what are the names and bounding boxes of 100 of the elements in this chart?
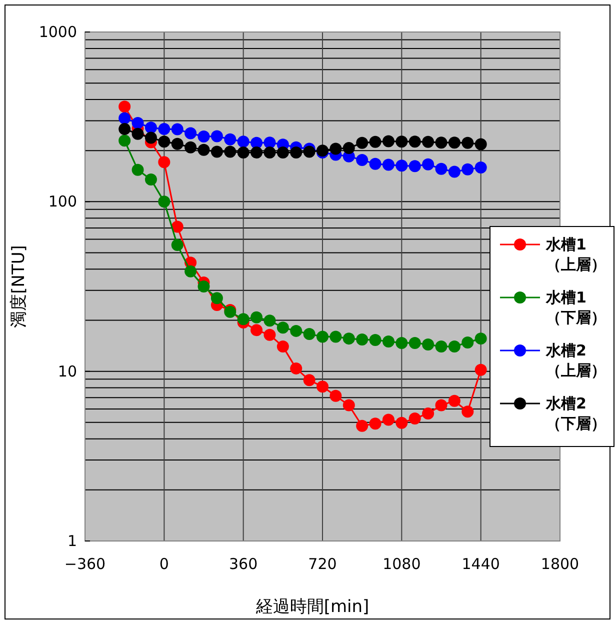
point xyxy=(356,154,368,166)
point xyxy=(237,146,250,158)
point xyxy=(435,399,448,412)
point xyxy=(198,144,210,156)
x-tick-label: 360 xyxy=(229,555,258,573)
x-tick-label: 1080 xyxy=(382,555,421,573)
point xyxy=(144,132,157,144)
y-tick-label: 1000 xyxy=(38,23,77,41)
point xyxy=(435,136,448,149)
point xyxy=(303,328,316,340)
point xyxy=(435,162,448,175)
point xyxy=(474,332,487,345)
x-tick-label: 720 xyxy=(308,555,337,573)
point xyxy=(171,123,184,136)
point xyxy=(132,128,144,140)
point xyxy=(396,416,408,429)
point xyxy=(198,280,210,293)
point xyxy=(382,158,394,171)
x-axis-title: 経過時間[min] xyxy=(254,597,370,617)
point xyxy=(356,334,368,346)
point xyxy=(158,123,170,136)
point xyxy=(224,146,236,158)
point xyxy=(224,133,236,146)
point xyxy=(462,163,474,176)
point xyxy=(276,340,289,353)
point xyxy=(264,136,276,149)
point xyxy=(316,330,328,343)
x-tick-label: 1800 xyxy=(540,555,580,573)
point xyxy=(330,330,342,343)
point xyxy=(369,158,382,170)
point xyxy=(264,328,276,341)
point xyxy=(330,390,342,402)
point xyxy=(408,336,421,349)
point xyxy=(408,160,421,172)
y-tick-label: 10 xyxy=(58,362,77,380)
point xyxy=(210,292,223,304)
point xyxy=(462,336,474,348)
y-tick-label: 1 xyxy=(67,532,77,550)
point xyxy=(356,136,368,149)
point xyxy=(132,116,144,129)
point xyxy=(316,380,328,393)
point xyxy=(184,127,197,140)
y-tick-label: 100 xyxy=(48,192,77,211)
point xyxy=(264,146,276,158)
x-tick-label: −360 xyxy=(64,555,106,573)
point xyxy=(171,138,184,150)
point xyxy=(118,112,131,124)
point xyxy=(382,335,394,348)
point xyxy=(158,196,170,208)
point xyxy=(237,313,250,326)
x-tick-label: 1440 xyxy=(462,555,500,573)
point xyxy=(369,136,382,148)
point xyxy=(448,394,460,407)
point xyxy=(356,420,368,432)
legend-label: 水槽1 （下層） xyxy=(545,288,606,326)
point xyxy=(462,136,474,149)
point xyxy=(144,122,157,134)
point xyxy=(210,146,223,158)
point xyxy=(276,322,289,334)
point xyxy=(474,161,487,174)
x-tick-label: 0 xyxy=(159,555,169,573)
point xyxy=(342,142,355,154)
point xyxy=(330,142,342,155)
point xyxy=(448,136,460,149)
point xyxy=(158,136,170,148)
point xyxy=(237,136,250,148)
point xyxy=(422,136,434,148)
point xyxy=(382,414,394,426)
point xyxy=(198,130,210,143)
point xyxy=(210,130,223,142)
point xyxy=(408,412,421,425)
point xyxy=(276,146,289,158)
point xyxy=(474,364,487,376)
legend-label: 水槽1 （上層） xyxy=(545,236,606,274)
point xyxy=(184,265,197,278)
y-axis-title: 濁度[NTU] xyxy=(9,245,29,328)
point xyxy=(184,141,197,154)
point xyxy=(342,399,355,412)
point xyxy=(396,336,408,349)
point xyxy=(422,158,434,170)
point xyxy=(303,146,316,158)
point xyxy=(396,160,408,172)
point xyxy=(250,324,263,336)
point xyxy=(408,136,421,148)
point xyxy=(118,100,131,113)
point xyxy=(303,374,316,386)
point xyxy=(396,136,408,148)
point xyxy=(448,340,460,353)
point xyxy=(158,156,170,168)
point xyxy=(382,135,394,148)
legend-label: 水槽2 （上層） xyxy=(545,342,606,380)
point xyxy=(422,408,434,420)
point xyxy=(264,314,276,327)
point xyxy=(132,164,144,176)
point xyxy=(290,324,302,337)
legend-label: 水槽2 （下層） xyxy=(545,394,606,432)
point xyxy=(448,166,460,178)
point xyxy=(369,334,382,346)
point xyxy=(290,362,302,374)
point xyxy=(171,220,184,233)
